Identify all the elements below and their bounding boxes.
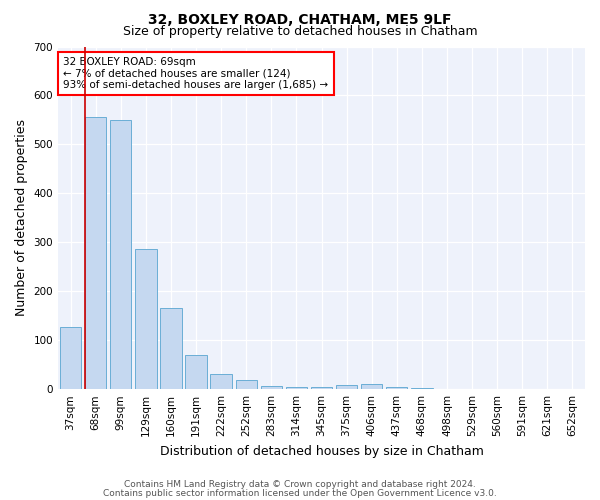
Text: 32, BOXLEY ROAD, CHATHAM, ME5 9LF: 32, BOXLEY ROAD, CHATHAM, ME5 9LF bbox=[148, 12, 452, 26]
Bar bbox=[411, 388, 433, 389]
Text: 32 BOXLEY ROAD: 69sqm
← 7% of detached houses are smaller (124)
93% of semi-deta: 32 BOXLEY ROAD: 69sqm ← 7% of detached h… bbox=[64, 57, 328, 90]
Bar bbox=[85, 117, 106, 389]
Bar bbox=[311, 386, 332, 389]
Text: Contains HM Land Registry data © Crown copyright and database right 2024.: Contains HM Land Registry data © Crown c… bbox=[124, 480, 476, 489]
Bar bbox=[236, 380, 257, 389]
X-axis label: Distribution of detached houses by size in Chatham: Distribution of detached houses by size … bbox=[160, 444, 484, 458]
Bar bbox=[361, 384, 382, 389]
Bar bbox=[185, 355, 207, 389]
Bar bbox=[110, 120, 131, 389]
Text: Contains public sector information licensed under the Open Government Licence v3: Contains public sector information licen… bbox=[103, 488, 497, 498]
Bar bbox=[260, 386, 282, 389]
Bar bbox=[211, 374, 232, 389]
Bar bbox=[286, 386, 307, 389]
Bar bbox=[386, 386, 407, 389]
Text: Size of property relative to detached houses in Chatham: Size of property relative to detached ho… bbox=[122, 25, 478, 38]
Bar bbox=[160, 308, 182, 389]
Y-axis label: Number of detached properties: Number of detached properties bbox=[15, 120, 28, 316]
Bar bbox=[135, 248, 157, 389]
Bar bbox=[336, 386, 357, 389]
Bar bbox=[60, 327, 81, 389]
